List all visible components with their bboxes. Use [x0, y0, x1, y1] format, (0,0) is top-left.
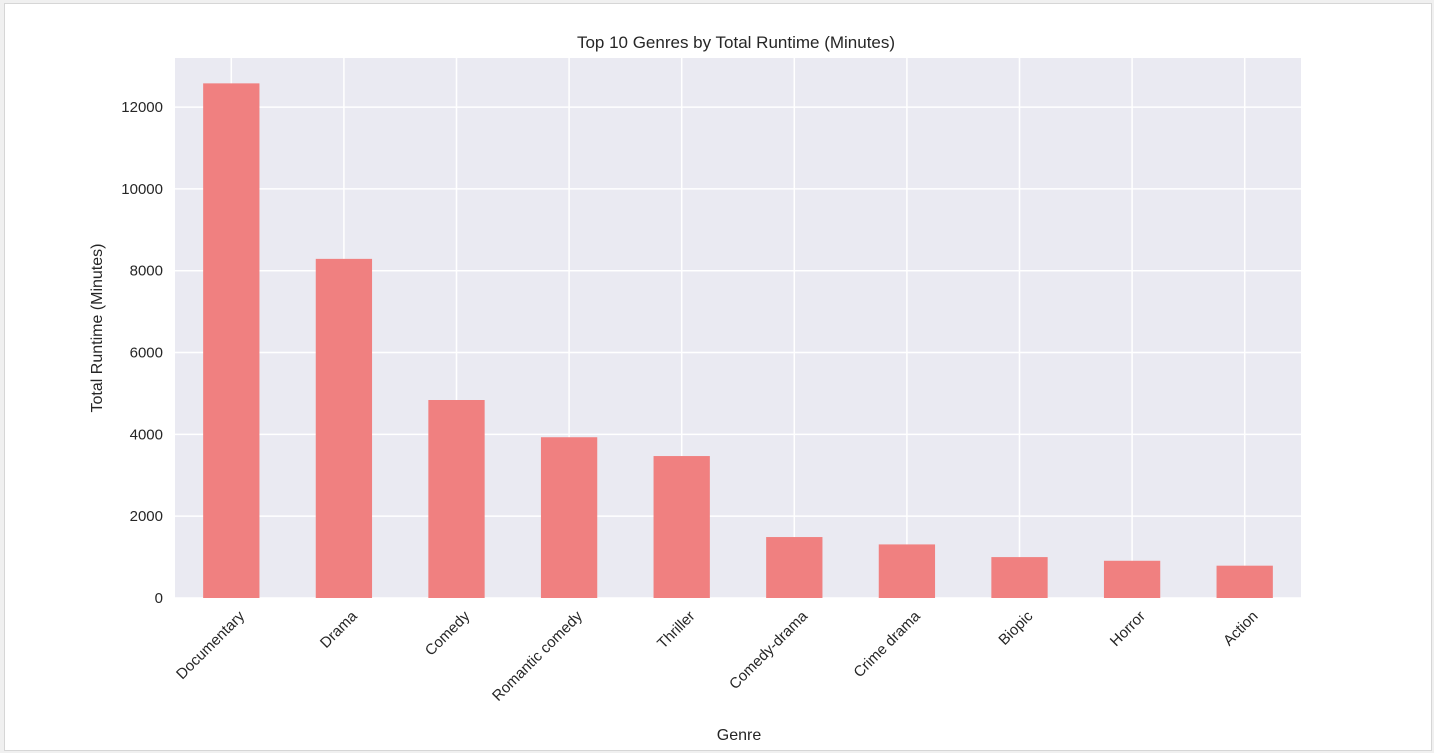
- y-tick-label: 2000: [130, 508, 163, 525]
- x-tick-label: Thriller: [654, 608, 698, 652]
- grid-lines: [175, 58, 1301, 599]
- x-tick-label: Comedy: [422, 607, 474, 659]
- x-axis-label: Genre: [717, 727, 762, 744]
- y-tick-label: 8000: [130, 263, 163, 280]
- bar-thriller: [653, 456, 710, 598]
- x-tick-label: Biopic: [995, 607, 1036, 648]
- bar-comedy-drama: [766, 537, 823, 598]
- bars: [203, 83, 1273, 598]
- chart-title: Top 10 Genres by Total Runtime (Minutes): [577, 33, 895, 52]
- x-tick-label: Action: [1220, 608, 1262, 650]
- x-tick-label: Horror: [1107, 608, 1149, 650]
- bar-comedy: [428, 400, 485, 598]
- x-tick-labels: Documentary Drama Comedy Romantic comedy Thr…: [173, 607, 1261, 704]
- y-tick-label: 4000: [130, 426, 163, 443]
- bar-action: [1216, 565, 1273, 598]
- x-tick-label: Drama: [317, 607, 361, 651]
- bar-drama: [315, 258, 373, 598]
- x-tick-label: Crime drama: [850, 607, 924, 681]
- y-tick-label: 10000: [121, 181, 163, 198]
- bar-crime-drama: [878, 544, 936, 598]
- bar-horror: [1103, 560, 1161, 598]
- bar-documentary: [203, 83, 260, 598]
- bar-biopic: [991, 557, 1048, 598]
- x-tick-label: Romantic comedy: [489, 607, 586, 704]
- y-tick-label: 6000: [130, 345, 163, 362]
- y-tick-label: 12000: [121, 99, 163, 116]
- bar-romantic-comedy: [540, 437, 598, 598]
- y-tick-labels: 0 2000 4000 6000 8000 10000 12000: [121, 99, 163, 607]
- x-tick-label: Documentary: [173, 607, 248, 682]
- x-tick-label: Comedy-drama: [726, 607, 812, 693]
- y-axis-label: Total Runtime (Minutes): [89, 244, 106, 413]
- y-tick-label: 0: [155, 590, 163, 607]
